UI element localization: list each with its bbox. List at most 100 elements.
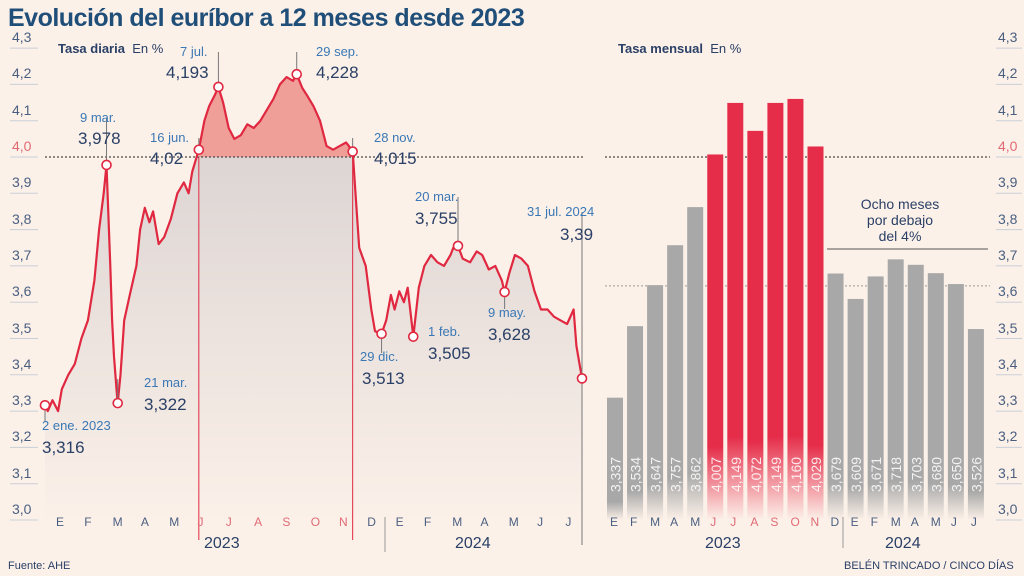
year-label-left-2023: 2023 — [204, 535, 240, 552]
y-tick-left: 4,1 — [12, 101, 32, 118]
monthly-bar — [867, 276, 884, 520]
annotation-marker — [407, 331, 419, 342]
annotation-value: 4,02 — [150, 149, 184, 168]
x-month-left: E — [395, 515, 404, 529]
monthly-bar — [607, 397, 623, 520]
y-tick-right: 4,2 — [998, 65, 1018, 82]
y-tick-right: 3,1 — [998, 464, 1018, 481]
monthly-bar — [967, 329, 984, 520]
y-tick-left: 3,3 — [12, 392, 32, 409]
bar-value-label: 3,718 — [888, 457, 904, 492]
y-tick-right: 3,4 — [998, 355, 1018, 372]
bar-value-label: 4,029 — [808, 457, 824, 492]
monthly-bar — [827, 273, 844, 520]
x-month-left: J — [565, 515, 572, 529]
annotation-value: 4,193 — [166, 63, 209, 82]
y-tick-right: 3,6 — [998, 283, 1018, 300]
x-month-right: S — [770, 515, 779, 529]
y-tick-left: 3,5 — [12, 319, 32, 336]
x-month-right: E — [610, 515, 619, 529]
monthly-bar — [747, 130, 764, 520]
source-note: Fuente: AHE — [8, 560, 71, 572]
bar-value-label: 3,862 — [688, 457, 704, 492]
annotation-marker — [291, 68, 303, 80]
annotation-date: 28 nov. — [374, 130, 416, 145]
annotation-value: 3,505 — [428, 344, 471, 363]
annotation-marker — [347, 146, 358, 157]
x-month-right: F — [630, 515, 638, 529]
y-tick-right: 3,9 — [998, 174, 1018, 191]
annotation-value: 3,978 — [78, 129, 121, 148]
x-month-right: A — [910, 515, 919, 529]
bar-value-label: 3,650 — [948, 457, 964, 492]
monthly-bar — [687, 207, 704, 520]
monthly-bar — [907, 264, 924, 520]
x-month-left: F — [84, 515, 92, 529]
annotation-date: 29 sep. — [316, 44, 359, 59]
monthly-bar — [947, 284, 964, 520]
y-tick-left: 4,0 — [12, 138, 32, 154]
y-tick-left: 3,8 — [12, 210, 32, 227]
bar-value-label: 3,609 — [848, 457, 864, 492]
bar-value-label: 3,647 — [648, 457, 664, 492]
annotation-marker — [193, 144, 205, 156]
annotation-date: 7 jul. — [180, 44, 208, 59]
y-tick-left: 4,2 — [12, 65, 32, 82]
monthly-bar — [707, 154, 724, 521]
x-month-right: J — [730, 515, 737, 529]
annotation-marker — [213, 81, 224, 93]
annotation-date: 9 may. — [488, 305, 527, 320]
y-tick-right: 3,7 — [998, 246, 1018, 263]
bar-value-label: 3,679 — [828, 457, 844, 492]
y-tick-right: 3,3 — [998, 392, 1018, 409]
area-fill-below — [45, 74, 582, 525]
x-month-right: A — [750, 515, 759, 529]
x-month-left: A — [480, 515, 489, 529]
monthly-bar — [727, 102, 744, 521]
right-chart-heading: Tasa mensual En % — [618, 41, 741, 56]
annotation-date: 1 feb. — [428, 324, 461, 339]
x-month-left: S — [282, 515, 291, 529]
annotation-value: 3,316 — [42, 438, 85, 457]
monthly-bar — [767, 102, 784, 521]
annotation-marker — [112, 397, 124, 409]
annotation-value: 4,015 — [374, 149, 417, 168]
annotation-value: 4,228 — [316, 63, 359, 82]
annotation-value: 3,628 — [488, 325, 531, 344]
y-tick-left: 4,3 — [12, 29, 32, 46]
annotation-value: 3,322 — [144, 395, 187, 414]
monthly-bar — [927, 273, 944, 520]
annotation-value: 3,755 — [415, 209, 458, 228]
x-month-right: O — [790, 515, 800, 529]
annotation-line: Ocho meses — [860, 196, 940, 212]
x-month-left: D — [367, 515, 376, 529]
area-fill-above-4 — [198, 74, 353, 157]
annotation-line: del 4% — [878, 228, 922, 244]
x-month-right: F — [870, 515, 878, 529]
x-month-left: F — [423, 515, 432, 529]
y-tick-right: 3,0 — [998, 501, 1018, 517]
x-month-right: J — [970, 515, 977, 529]
monthly-bar — [887, 259, 904, 520]
bar-value-label: 4,072 — [748, 457, 764, 492]
monthly-bar — [847, 298, 864, 520]
x-month-right: E — [850, 515, 859, 529]
x-month-left: A — [254, 515, 263, 529]
annotation-marker — [39, 399, 51, 411]
bar-value-label: 3,337 — [608, 457, 624, 492]
right-chart-title: Tasa mensual — [618, 41, 704, 56]
bar-value-label: 4,160 — [788, 457, 804, 492]
y-tick-right: 3,5 — [998, 319, 1018, 336]
x-month-right: M — [890, 515, 901, 529]
y-tick-left: 3,2 — [12, 428, 32, 445]
x-month-left: J — [225, 515, 232, 529]
bar-value-label: 3,757 — [668, 457, 684, 492]
annotation-marker — [452, 240, 464, 252]
monthly-bar — [787, 98, 804, 521]
bar-value-label: 4,149 — [768, 457, 784, 492]
chart-title: Evolución del euríbor a 12 meses desde 2… — [8, 4, 525, 32]
annotation-marker — [376, 328, 387, 340]
annotation-date: 16 jun. — [150, 130, 190, 145]
left-chart-unit: En % — [132, 41, 164, 56]
annotation-value: 3,513 — [362, 369, 405, 388]
